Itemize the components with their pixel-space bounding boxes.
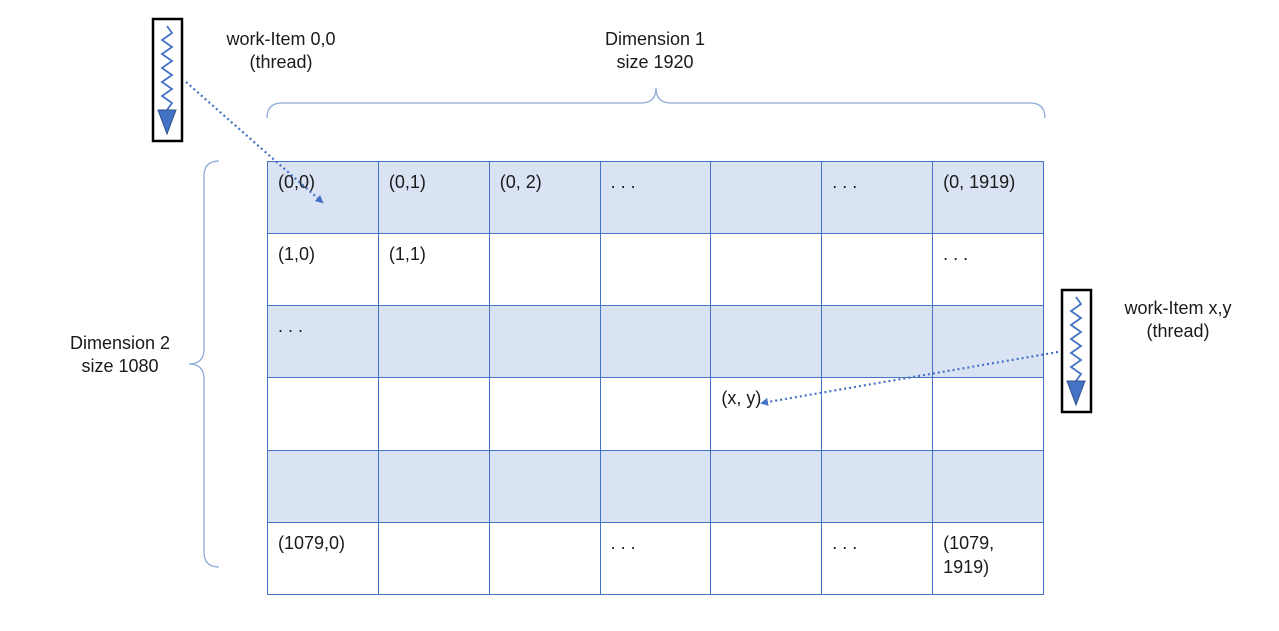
- dimension-2-brace: [188, 160, 220, 568]
- grid-cell-r1-c2: [489, 234, 601, 307]
- grid-cell-r4-c2: [489, 450, 601, 523]
- work-item-grid: (0,0) (0,1) (0, 2) . . . . . . (0, 1919) (1,0)…: [267, 161, 1044, 595]
- grid-cell-label: . . .: [610, 532, 636, 553]
- grid-cell-r1-c3: [600, 234, 712, 307]
- work-item-xy-title: work-Item x,y: [1124, 298, 1232, 318]
- grid-cell-label: (x, y): [721, 388, 762, 409]
- grid-cell-r0-c1: (0,1): [378, 162, 490, 235]
- grid-cell-r3-c2: [489, 378, 601, 451]
- grid-cell-label: 1919): [943, 556, 990, 577]
- grid-cell-r3-c5: [822, 378, 934, 451]
- grid-cell-r2-c1: [378, 306, 490, 379]
- grid-cell-r1-c0: (1,0): [268, 234, 379, 307]
- grid-cell-label: . . .: [610, 172, 636, 192]
- work-item-origin-label: work-Item 0,0 (thread): [196, 28, 366, 74]
- grid-cell-r5-c4: [711, 522, 823, 595]
- grid-cell-r0-c6: (0, 1919): [933, 162, 1044, 235]
- grid-cell-label: . . .: [943, 244, 969, 265]
- grid-cell-r0-c5: . . .: [822, 162, 934, 235]
- grid-cell-r0-c2: (0, 2): [489, 162, 601, 235]
- grid-cell-r3-c0: [268, 378, 379, 451]
- dimension-1-label: Dimension 1 size 1920: [575, 28, 735, 74]
- grid-cell-r4-c0: [268, 450, 379, 523]
- work-item-origin-subtitle: (thread): [249, 52, 313, 72]
- grid-cell-r1-c6: . . .: [933, 234, 1044, 307]
- dimension-2-size: size 1080: [81, 356, 159, 376]
- grid-cell-r3-c4: (x, y): [711, 378, 823, 451]
- grid-cell-r5-c5: . . .: [822, 522, 934, 595]
- grid-cell-r2-c5: [822, 306, 934, 379]
- grid-cell-label: (0, 2): [499, 172, 542, 192]
- grid-cell-label: . . .: [832, 532, 858, 553]
- work-item-origin-arrow: [185, 81, 324, 204]
- dimension-2-label: Dimension 2 size 1080: [40, 332, 200, 378]
- work-item-origin-thread-icon: [151, 17, 184, 143]
- dimension-1-size: size 1920: [616, 52, 694, 72]
- grid-cell-r3-c6: [933, 378, 1044, 451]
- grid-cell-r5-c6: (1079, 1919): [933, 522, 1044, 595]
- grid-cell-r3-c1: [378, 378, 490, 451]
- grid-cell-label: (1079,: [943, 532, 995, 553]
- grid-cell-r1-c5: [822, 234, 934, 307]
- grid-cell-label: (1,1): [388, 244, 426, 265]
- grid-cell-label: . . .: [278, 316, 304, 337]
- grid-cell-r5-c3: . . .: [600, 522, 712, 595]
- grid-cell-r1-c1: (1,1): [378, 234, 490, 307]
- grid-cell-r4-c6: [933, 450, 1044, 523]
- grid-cell-label: (0,1): [388, 172, 426, 192]
- grid-cell-r4-c1: [378, 450, 490, 523]
- grid-cell-label: (1079,0): [278, 532, 346, 553]
- grid-cell-r1-c4: [711, 234, 823, 307]
- dimension-1-title: Dimension 1: [604, 29, 706, 49]
- grid-cell-r2-c2: [489, 306, 601, 379]
- grid-cell-label: (0, 1919): [943, 172, 1016, 192]
- grid-cell-r4-c5: [822, 450, 934, 523]
- work-item-xy-thread-icon: [1060, 288, 1093, 414]
- grid-cell-label: . . .: [832, 172, 858, 192]
- grid-cell-r0-c4: [711, 162, 823, 235]
- grid-cell-r5-c1: [378, 522, 490, 595]
- work-item-origin-title: work-Item 0,0: [226, 29, 336, 49]
- grid-cell-r5-c2: [489, 522, 601, 595]
- grid-cell-r3-c3: [600, 378, 712, 451]
- grid-cell-label: (1,0): [278, 244, 316, 265]
- grid-cell-r0-c3: . . .: [600, 162, 712, 235]
- grid-cell-r4-c4: [711, 450, 823, 523]
- grid-cell-r5-c0: (1079,0): [268, 522, 379, 595]
- work-item-xy-subtitle: (thread): [1146, 321, 1210, 341]
- grid-cell-r2-c6: [933, 306, 1044, 379]
- grid-cell-r4-c3: [600, 450, 712, 523]
- grid-cell-r2-c4: [711, 306, 823, 379]
- grid-cell-label: (0,0): [278, 172, 316, 192]
- grid-cell-r2-c0: . . .: [268, 306, 379, 379]
- grid-cell-r2-c3: [600, 306, 712, 379]
- work-item-xy-label: work-Item x,y (thread): [1098, 297, 1258, 343]
- work-item-xy-arrow: [760, 350, 1059, 406]
- dimension-1-brace: [266, 87, 1046, 119]
- dimension-2-title: Dimension 2: [69, 333, 171, 353]
